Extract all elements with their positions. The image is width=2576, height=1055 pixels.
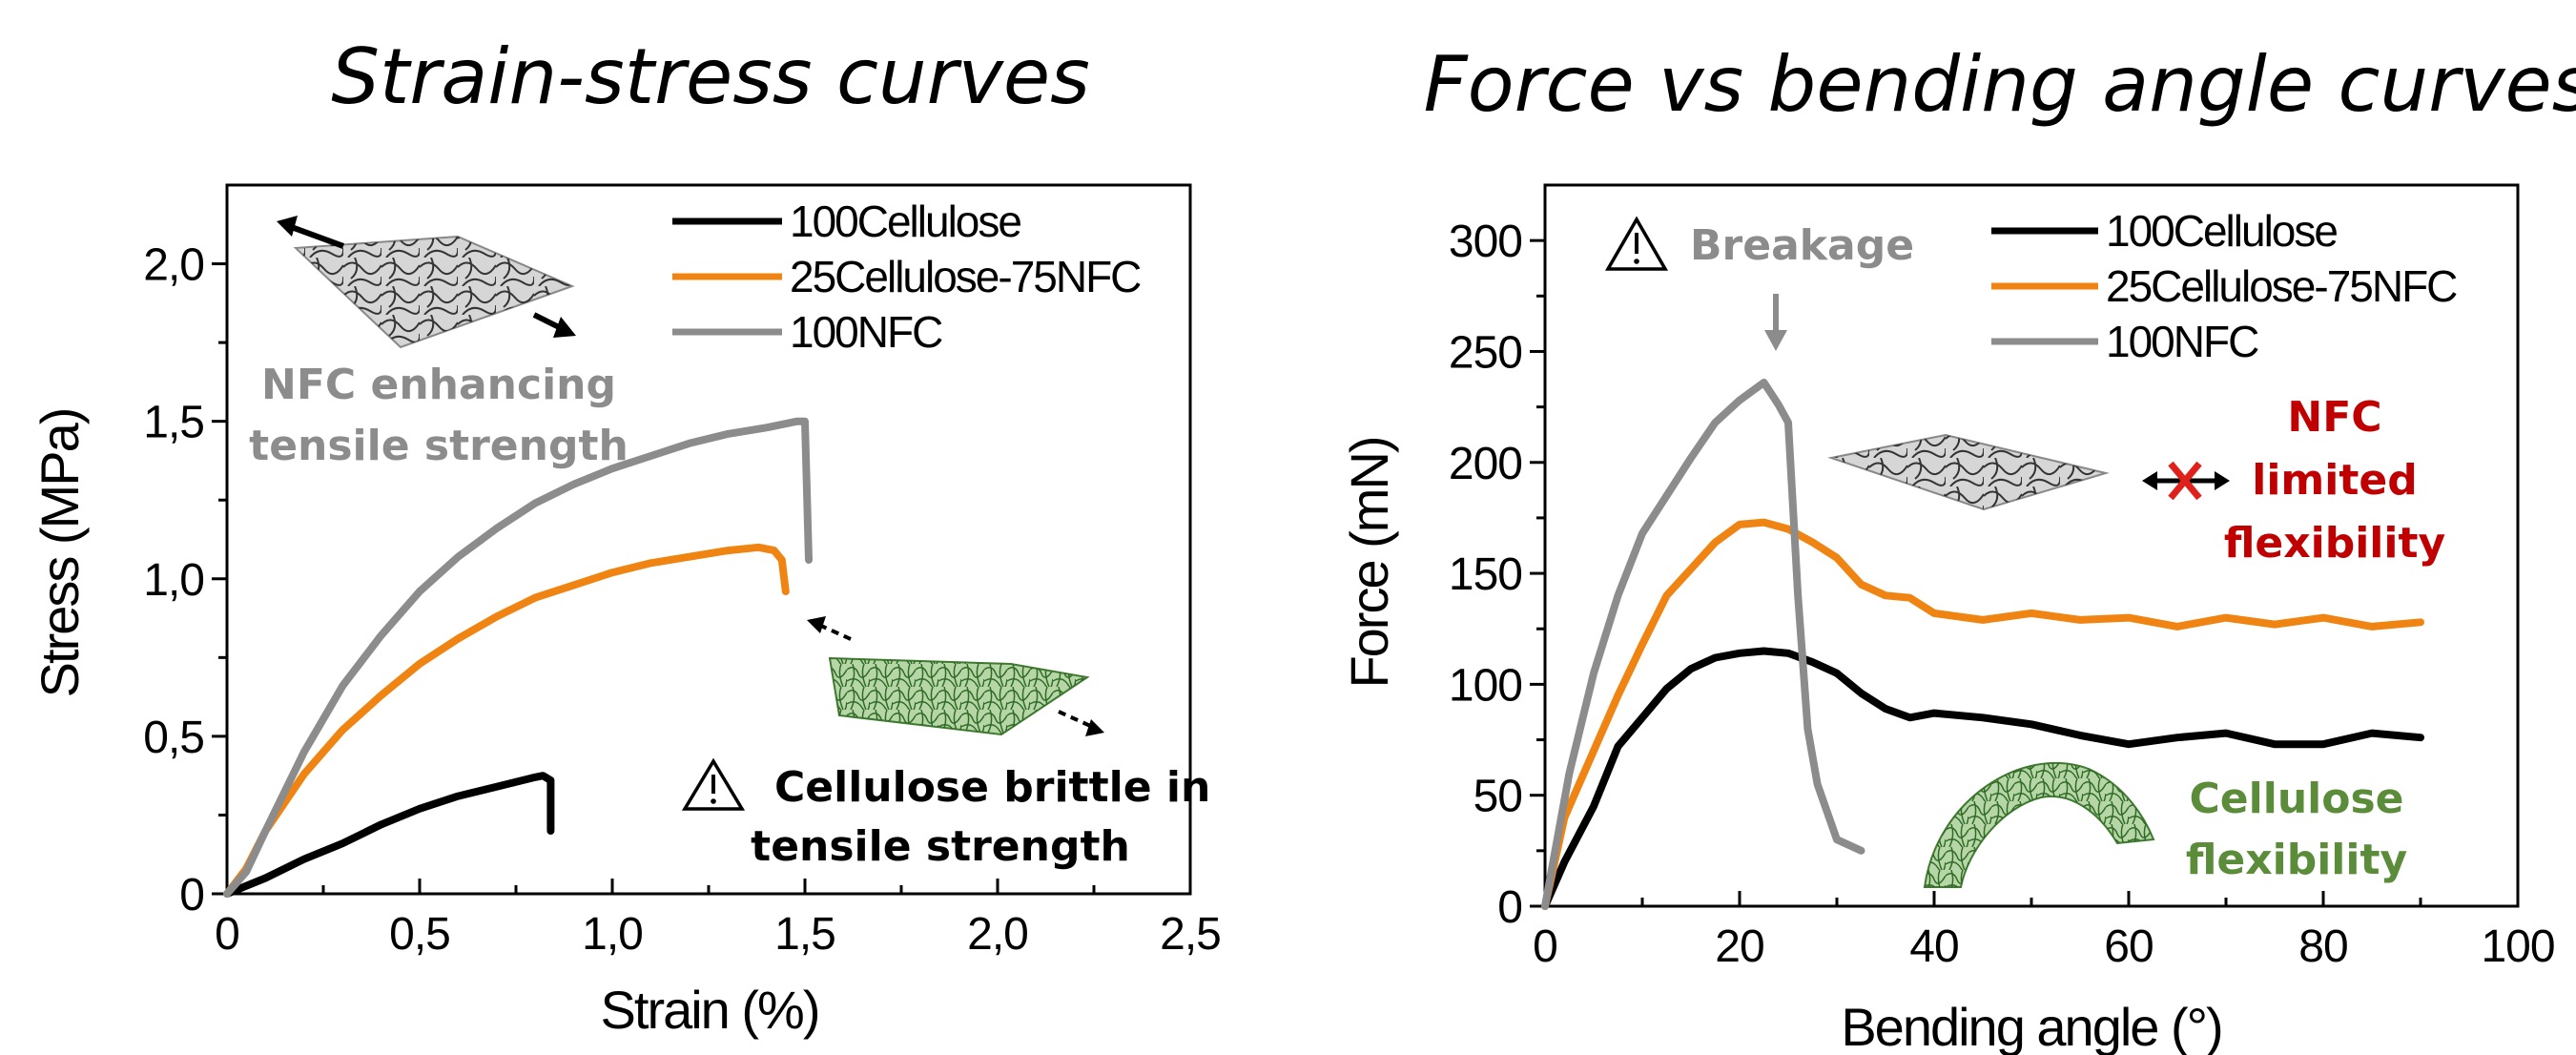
y-axis-label: Force (mN)	[1339, 437, 1399, 688]
x-tick-label: 60	[2104, 921, 2153, 972]
x-tick-label: 80	[2298, 921, 2347, 972]
series-line-100cellulose	[1541, 647, 2424, 910]
x-tick-label: 40	[1909, 921, 1958, 972]
strain-stress-chart: Strain-stress curves 0 0,5 1,0 1,5 2,0 2,5 0 0,…	[30, 32, 1222, 1040]
nfc-limited-line-1: NFC	[2287, 393, 2381, 442]
y-tick-label: 1,5	[143, 398, 204, 448]
warning-icon	[1604, 216, 1669, 271]
cellulose-brittle-line-1: Cellulose brittle in	[774, 763, 1210, 812]
series-line-100nfc	[1541, 379, 1865, 910]
bent-cellulose-illustration	[1923, 761, 2155, 888]
x-axis-label: Bending angle (°)	[1841, 997, 2221, 1055]
legend-label-100nfc: 100NFC	[790, 307, 942, 357]
dashed-arrow-left-icon	[812, 620, 852, 641]
y-tick-label: 100	[1449, 660, 1522, 711]
x-tick-label: 0,5	[389, 909, 450, 960]
warning-icon	[681, 757, 746, 811]
nfc-limited-line-2: limited	[2252, 456, 2417, 505]
y-tick-label: 200	[1449, 439, 1522, 489]
legend: 100Cellulose 25Cellulose-75NFC 100NFC	[1991, 206, 2459, 366]
y-tick-label: 300	[1449, 217, 1522, 267]
breakage-label: Breakage	[1690, 221, 1914, 270]
x-tick-label: 100	[2481, 921, 2554, 972]
chart-title: Strain-stress curves	[331, 32, 1090, 121]
x-tick-label: 2,5	[1160, 909, 1221, 960]
legend-label-100nfc: 100NFC	[2106, 317, 2258, 366]
y-tick-label: 1,0	[143, 555, 204, 606]
x-tick-label: 1,0	[582, 909, 643, 960]
dashed-arrow-right-icon	[1058, 710, 1098, 731]
nfc-limited-line-3: flexibility	[2224, 519, 2445, 568]
series-line-25cellulose-75nfc	[223, 543, 790, 898]
breakage-arrow-icon	[1764, 294, 1787, 351]
nfc-enhancing-line-1: NFC enhancing	[261, 361, 616, 409]
y-tick-label: 150	[1449, 549, 1522, 600]
series-line-100nfc	[223, 417, 813, 898]
force-bending-chart: Force vs bending angle curves 0 20 40 60 80 1…	[1339, 40, 2576, 1055]
legend: 100Cellulose 25Cellulose-75NFC 100NFC	[672, 197, 1143, 357]
cellulose-mat-illustration	[807, 616, 1104, 736]
series-lines	[1541, 379, 2424, 910]
tick-labels: 0 20 40 60 80 100 0 50 100 150 200 250 300	[1449, 217, 2556, 972]
arrow-left-icon	[284, 222, 345, 249]
legend-label-25cellulose-75nfc: 25Cellulose-75NFC	[2106, 261, 2457, 311]
nfc-sheet-illustration	[277, 216, 576, 349]
x-axis-label: Strain (%)	[601, 980, 819, 1040]
x-tick-label: 0	[215, 909, 239, 960]
x-tick-label: 0	[1533, 921, 1557, 972]
nfc-sheet-illustration	[1827, 433, 2110, 511]
tick-labels: 0 0,5 1,0 1,5 2,0 2,5 0 0,5 1,0 1,5 2,0	[143, 240, 1222, 960]
cross-icon	[2168, 461, 2202, 501]
y-tick-label: 2,0	[143, 240, 204, 291]
y-tick-label: 0	[179, 870, 204, 921]
x-tick-label: 1,5	[774, 909, 835, 960]
x-tick-label: 20	[1715, 921, 1763, 972]
y-axis-label: Stress (MPa)	[30, 409, 90, 698]
x-tick-label: 2,0	[967, 909, 1028, 960]
series-lines	[223, 417, 813, 898]
y-tick-label: 50	[1473, 772, 1522, 822]
y-tick-label: 0	[1497, 882, 1522, 933]
series-line-25cellulose-75nfc	[1541, 518, 2424, 910]
series-line-100cellulose	[223, 772, 555, 898]
legend-label-25cellulose-75nfc: 25Cellulose-75NFC	[790, 252, 1141, 301]
y-tick-label: 0,5	[143, 713, 204, 763]
chart-title: Force vs bending angle curves	[1424, 40, 2576, 129]
y-tick-label: 250	[1449, 327, 1522, 378]
cellulose-flex-line-2: flexibility	[2186, 836, 2407, 884]
legend-label-100cellulose: 100Cellulose	[790, 197, 1020, 246]
legend-label-100cellulose: 100Cellulose	[2106, 206, 2337, 256]
nfc-enhancing-line-2: tensile strength	[249, 422, 629, 470]
cellulose-flex-line-1: Cellulose	[2190, 775, 2404, 823]
cellulose-brittle-line-2: tensile strength	[751, 822, 1130, 871]
